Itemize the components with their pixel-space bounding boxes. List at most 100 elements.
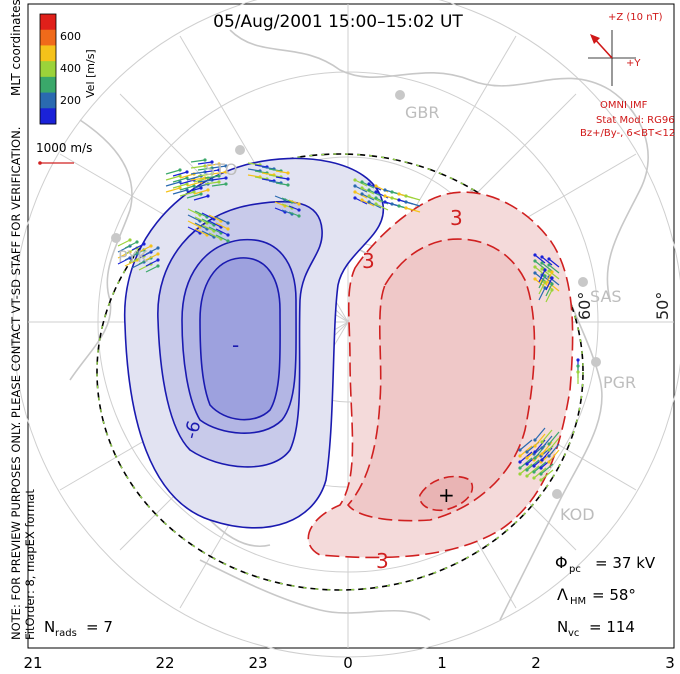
mlt-label: 1 (437, 654, 447, 672)
velocity-vector (534, 260, 546, 270)
colorbar-swatch (40, 45, 56, 62)
velocity-vector-origin (224, 170, 228, 174)
velocity-vector (187, 214, 201, 222)
velocity-vector (215, 222, 229, 230)
positive-contour-label-top: 3 (450, 206, 463, 230)
nvc-subscript: vc (568, 628, 579, 639)
velocity-vector-origin (532, 470, 536, 474)
velocity-vector-origin (374, 196, 378, 200)
velocity-vector-origin (199, 186, 203, 190)
velocity-vector (197, 173, 213, 177)
velocity-vector (548, 258, 560, 268)
velocity-vector (275, 176, 289, 180)
velocity-vector-origin (539, 472, 543, 476)
velocity-vector-origin (383, 194, 387, 198)
velocity-vector (145, 253, 159, 261)
phi-symbol: Φ (555, 553, 568, 572)
velocity-vector (190, 177, 206, 181)
velocity-vector-origin (185, 188, 189, 192)
velocity-vector (204, 163, 220, 167)
velocity-vector-origin (297, 202, 301, 206)
coordinates-label: MLT coordinates (9, 0, 23, 96)
velocity-vector (275, 170, 289, 174)
velocity-vector-origin (353, 184, 357, 188)
velocity-vector-origin (226, 233, 230, 237)
velocity-vector (545, 283, 553, 297)
velocity-vector-origin (547, 257, 551, 261)
velocity-vector-origin (224, 164, 228, 168)
velocity-vector (541, 256, 553, 266)
velocity-vector (545, 277, 553, 291)
colorbar-swatch (40, 61, 56, 78)
velocity-vector (179, 191, 195, 197)
velocity-vector-origin (518, 472, 522, 476)
velocity-vector (405, 201, 421, 207)
velocity-vector (204, 175, 220, 179)
colorbar-label: Vel [m/s] (84, 49, 97, 98)
velocity-vector (538, 281, 546, 295)
velocity-vector-origin (217, 174, 221, 178)
velocity-vector-origin (397, 198, 401, 202)
velocity-vector-origin (360, 192, 364, 196)
velocity-vector (545, 289, 553, 303)
velocity-vector (194, 222, 208, 230)
fit-statistics: Φ pc = 37 kV Λ HM = 58° N vc = 114 N rad… (44, 553, 656, 639)
imf-model-label: Stat Mod: RG96 (596, 115, 675, 126)
mlt-label: 21 (23, 654, 42, 672)
velocity-vector (211, 171, 227, 175)
velocity-vector (201, 212, 215, 220)
station-marker (591, 357, 601, 367)
nvc-value: = 114 (589, 618, 635, 636)
velocity-vector (208, 232, 222, 240)
velocity-vector-origin (576, 358, 580, 362)
velocity-vector (117, 239, 131, 247)
velocity-vector (186, 181, 202, 187)
velocity-vector (215, 228, 229, 236)
velocity-vector (541, 262, 553, 272)
velocity-vector (261, 166, 275, 170)
imf-by-label: +Y (626, 58, 641, 69)
velocity-vector-origin (550, 270, 554, 274)
velocity-vector (211, 177, 227, 181)
velocity-vector-origin (533, 277, 537, 281)
velocity-vector-origin (397, 192, 401, 196)
negative-cell: -6 - (123, 157, 385, 529)
velocity-vector (165, 187, 181, 193)
velocity-vector (187, 220, 201, 228)
velocity-vector-origin (533, 259, 537, 263)
preview-note: NOTE: FOR PREVIEW PURPOSES ONLY. PLEASE … (9, 127, 23, 640)
velocity-vector-origin (199, 192, 203, 196)
velocity-vector (186, 175, 202, 181)
velocity-vector-origin (353, 190, 357, 194)
velocity-vector-origin (543, 274, 547, 278)
velocity-vector (208, 226, 222, 234)
mlt-label: 2 (531, 654, 541, 672)
velocity-vector-origin (149, 244, 153, 248)
velocity-vector (538, 269, 546, 283)
station-label-sto: STO (205, 160, 238, 179)
velocity-vector-origin (543, 280, 547, 284)
velocity-vector (534, 427, 546, 441)
velocity-vector-origin (297, 214, 301, 218)
reference-vector-dot (38, 161, 42, 165)
velocity-vector-origin (353, 196, 357, 200)
colorbar-swatch (40, 108, 56, 125)
velocity-vector-origin (547, 263, 551, 267)
velocity-vector-origin (525, 462, 529, 466)
velocity-vector-origin (550, 288, 554, 292)
velocity-vector (247, 168, 261, 172)
velocity-vector (288, 205, 300, 211)
velocity-vector (179, 179, 195, 185)
velocity-vector-origin (525, 450, 529, 454)
velocity-vector-origin (226, 227, 230, 231)
velocity-vector (193, 195, 209, 201)
mlt-label: 0 (343, 654, 353, 672)
velocity-vector (534, 254, 546, 264)
positive-cell: 3 3 3 + (307, 191, 574, 573)
velocity-vector-origin (178, 186, 182, 190)
velocity-vector (194, 216, 208, 224)
velocity-vector-origin (217, 168, 221, 172)
velocity-vector (540, 463, 554, 475)
velocity-vector (194, 228, 208, 236)
station-marker (395, 90, 405, 100)
